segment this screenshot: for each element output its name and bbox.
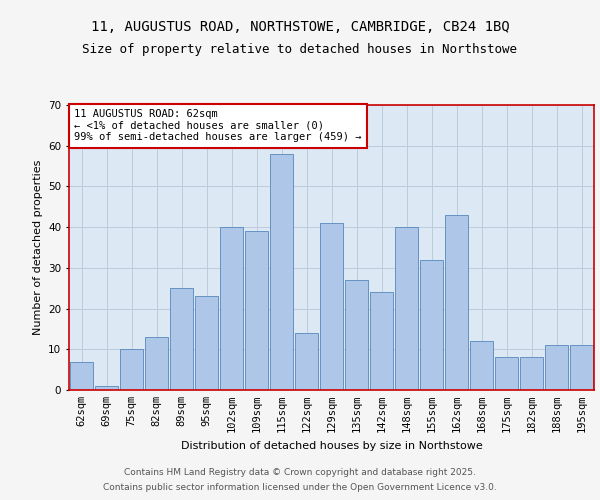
Bar: [445, 215, 468, 390]
Bar: [195, 296, 218, 390]
Bar: [70, 362, 93, 390]
Text: 11, AUGUSTUS ROAD, NORTHSTOWE, CAMBRIDGE, CB24 1BQ: 11, AUGUSTUS ROAD, NORTHSTOWE, CAMBRIDGE…: [91, 20, 509, 34]
Y-axis label: Number of detached properties: Number of detached properties: [32, 160, 43, 335]
Bar: [370, 292, 393, 390]
Text: 11 AUGUSTUS ROAD: 62sqm
← <1% of detached houses are smaller (0)
99% of semi-det: 11 AUGUSTUS ROAD: 62sqm ← <1% of detache…: [74, 110, 362, 142]
Text: Contains HM Land Registry data © Crown copyright and database right 2025.: Contains HM Land Registry data © Crown c…: [124, 468, 476, 477]
Bar: [170, 288, 193, 390]
Bar: [95, 386, 118, 390]
Bar: [570, 345, 593, 390]
Bar: [345, 280, 368, 390]
Bar: [520, 358, 543, 390]
Bar: [495, 358, 518, 390]
Text: Contains public sector information licensed under the Open Government Licence v3: Contains public sector information licen…: [103, 483, 497, 492]
Bar: [295, 333, 318, 390]
X-axis label: Distribution of detached houses by size in Northstowe: Distribution of detached houses by size …: [181, 440, 482, 450]
Bar: [245, 231, 268, 390]
Bar: [145, 337, 168, 390]
Bar: [545, 345, 568, 390]
Bar: [320, 223, 343, 390]
Bar: [395, 227, 418, 390]
Bar: [120, 350, 143, 390]
Bar: [470, 341, 493, 390]
Bar: [270, 154, 293, 390]
Text: Size of property relative to detached houses in Northstowe: Size of property relative to detached ho…: [83, 42, 517, 56]
Bar: [420, 260, 443, 390]
Bar: [220, 227, 243, 390]
